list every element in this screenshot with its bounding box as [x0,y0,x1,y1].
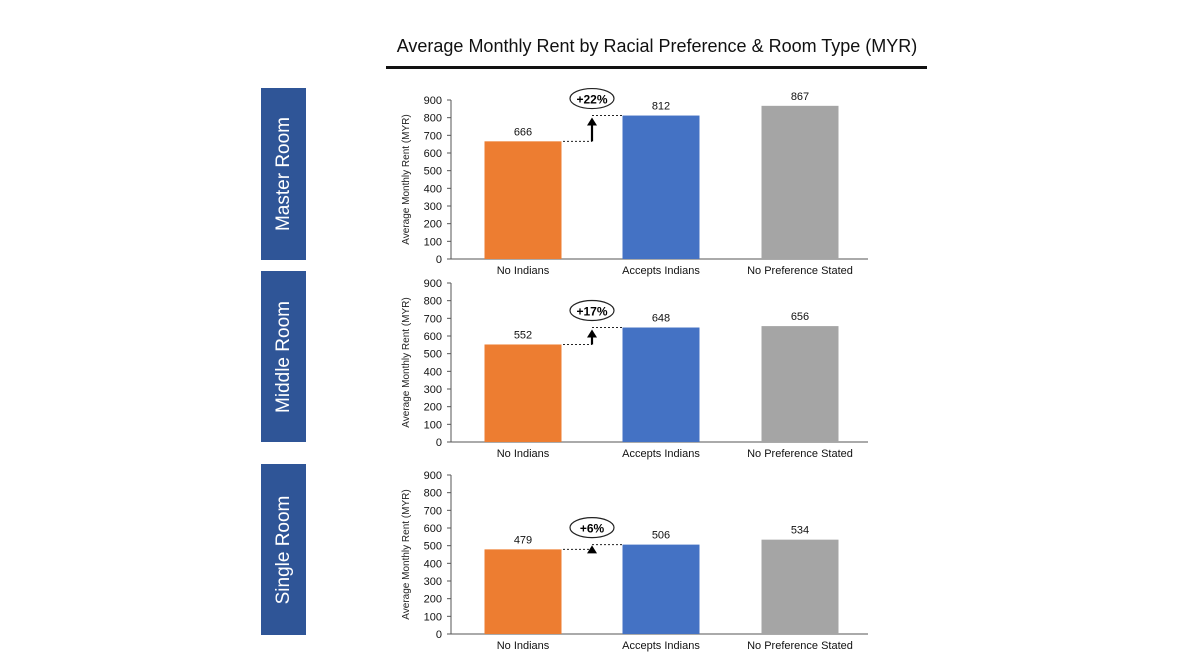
data-label: 867 [791,91,809,103]
bar [484,549,562,634]
data-label: 666 [514,126,532,138]
y-tick-label: 400 [424,183,442,195]
y-tick-label: 800 [424,113,442,125]
x-tick-label: Accepts Indians [622,265,700,277]
x-tick-label: Accepts Indians [622,640,700,652]
data-label: 534 [791,525,809,537]
y-tick-label: 500 [424,541,442,553]
x-tick-label: No Indians [497,265,550,277]
x-tick-label: No Preference Stated [747,265,853,277]
bar [761,539,839,634]
y-axis-label: Average Monthly Rent (MYR) [401,114,412,244]
y-tick-label: 600 [424,331,442,343]
bar-chart-panel: Average Monthly Rent (MYR) 0 100 200 300 400 5… [401,278,868,460]
y-tick-label: 800 [424,296,442,308]
y-tick-label: 500 [424,166,442,178]
y-tick-label: 900 [424,95,442,107]
y-tick-label: 700 [424,313,442,325]
x-tick-label: Accepts Indians [622,448,700,460]
x-tick-label: No Preference Stated [747,448,853,460]
x-tick-label: No Indians [497,448,550,460]
data-label: 506 [652,530,670,542]
y-tick-label: 500 [424,349,442,361]
y-tick-label: 300 [424,201,442,213]
y-tick-label: 300 [424,384,442,396]
title-rule [386,66,927,69]
bar [622,327,700,442]
bar-chart-panel: Average Monthly Rent (MYR) 0 100 200 300 400 5… [401,470,868,652]
y-tick-label: 200 [424,402,442,414]
x-tick-label: No Indians [497,640,550,652]
data-label: 648 [652,313,670,325]
y-tick-label: 600 [424,523,442,535]
arrow-head [587,545,597,554]
y-tick-label: 600 [424,148,442,160]
bar [622,115,700,260]
annotation-bubble [569,517,615,539]
y-tick-label: 0 [436,629,442,641]
y-tick-label: 100 [424,419,442,431]
y-tick-label: 100 [424,236,442,248]
y-tick-label: 200 [424,594,442,606]
y-tick-label: 700 [424,505,442,517]
bar [484,141,562,259]
y-axis-label: Average Monthly Rent (MYR) [401,297,412,427]
y-tick-label: 0 [436,437,442,449]
y-tick-label: 700 [424,130,442,142]
y-tick-label: 900 [424,278,442,290]
bar [622,544,700,634]
panel-label-single-room: Single Room [261,464,306,635]
annotation-label: +22% [576,93,607,107]
arrow-head [587,329,597,338]
y-tick-label: 400 [424,558,442,570]
y-tick-label: 900 [424,470,442,482]
y-tick-label: 0 [436,254,442,266]
data-label: 552 [514,329,532,341]
data-label: 812 [652,101,670,113]
data-label: 656 [791,311,809,323]
figure-title: Average Monthly Rent by Racial Preferenc… [396,36,918,56]
bar [484,344,562,442]
y-tick-label: 400 [424,366,442,378]
data-label: 479 [514,534,532,546]
panel-label-master-room: Master Room [261,88,306,260]
y-tick-label: 300 [424,576,442,588]
y-tick-label: 800 [424,488,442,500]
annotation-bubble [569,299,615,322]
panel-label-middle-room: Middle Room [261,271,306,442]
annotation-bubble [569,87,615,110]
bar-chart-panel: Average Monthly Rent (MYR) 0 100 200 300 400 5… [401,87,868,277]
y-axis-label: Average Monthly Rent (MYR) [401,489,412,619]
arrow-head [587,117,597,126]
annotation-label: +17% [576,305,607,319]
x-tick-label: No Preference Stated [747,640,853,652]
bar [761,326,839,442]
y-tick-label: 100 [424,611,442,623]
y-tick-label: 200 [424,219,442,231]
annotation-label: +6% [580,522,605,536]
bar [761,105,839,259]
